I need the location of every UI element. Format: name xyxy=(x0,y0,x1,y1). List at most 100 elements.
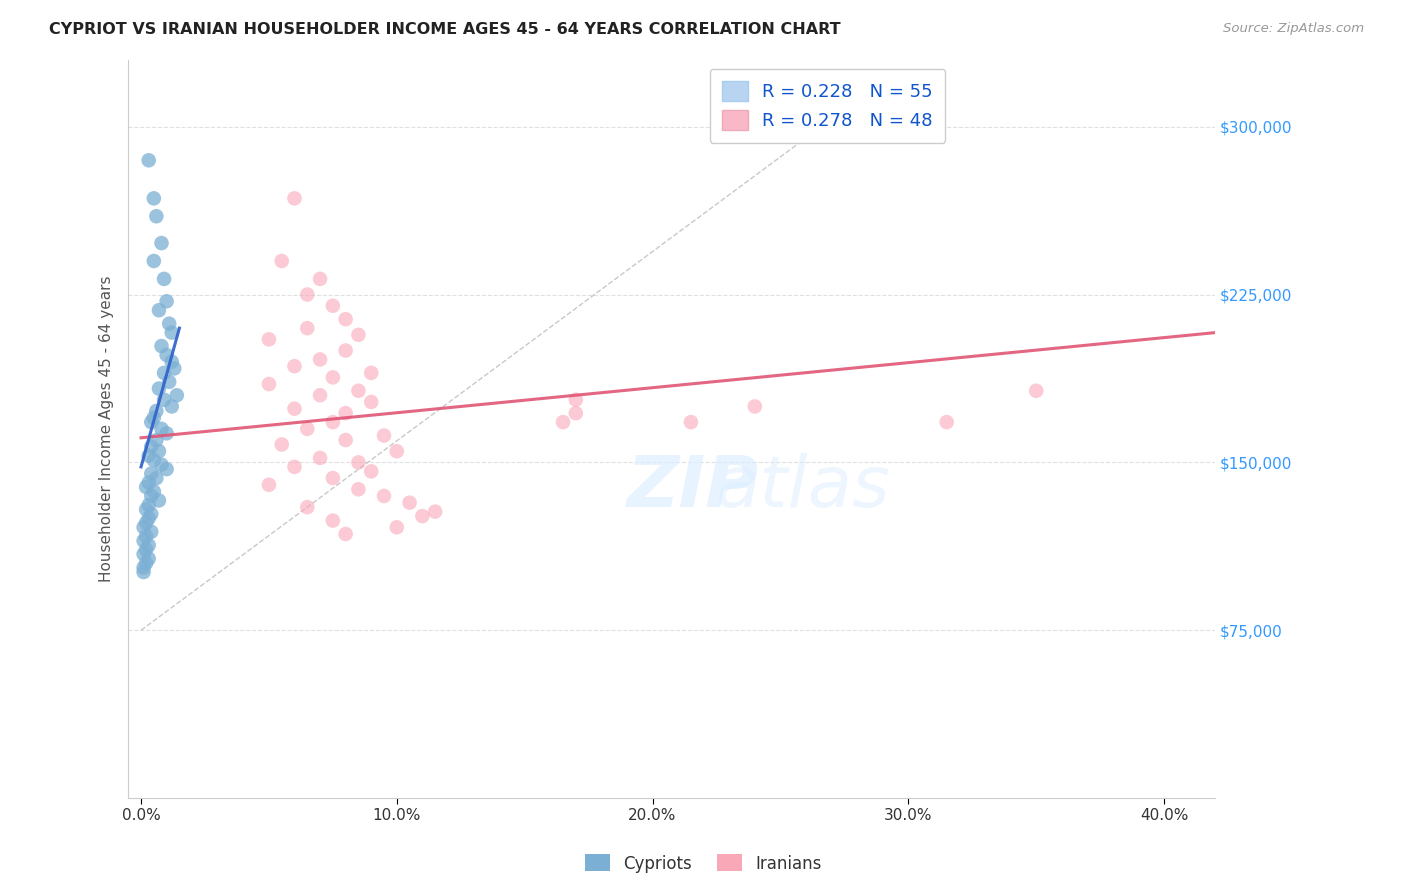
Text: atlas: atlas xyxy=(714,453,890,523)
Point xyxy=(142,453,165,467)
Point xyxy=(347,384,370,398)
Point xyxy=(141,489,163,503)
Point xyxy=(166,388,188,402)
Point xyxy=(142,484,165,499)
Point xyxy=(148,444,170,458)
Text: ZIP: ZIP xyxy=(627,453,759,523)
Text: Source: ZipAtlas.com: Source: ZipAtlas.com xyxy=(1223,22,1364,36)
Point xyxy=(138,498,160,512)
Point xyxy=(373,489,395,503)
Point xyxy=(138,511,160,525)
Point xyxy=(411,509,433,524)
Point xyxy=(283,401,305,416)
Point xyxy=(347,327,370,342)
Point xyxy=(160,400,183,414)
Point xyxy=(132,520,155,534)
Point xyxy=(297,321,319,335)
Point xyxy=(142,191,165,205)
Point xyxy=(153,392,176,407)
Point xyxy=(142,410,165,425)
Point xyxy=(309,272,332,286)
Point xyxy=(283,191,305,205)
Point xyxy=(385,520,408,534)
Point xyxy=(148,303,170,318)
Point xyxy=(283,459,305,474)
Point xyxy=(138,475,160,490)
Point xyxy=(335,527,357,541)
Point xyxy=(551,415,574,429)
Point xyxy=(132,560,155,574)
Point xyxy=(335,343,357,358)
Point xyxy=(322,415,344,429)
Point xyxy=(257,332,280,346)
Point xyxy=(141,415,163,429)
Point xyxy=(145,209,167,223)
Point xyxy=(347,455,370,469)
Point xyxy=(565,406,588,420)
Point xyxy=(322,370,344,384)
Point xyxy=(145,404,167,418)
Point xyxy=(141,507,163,521)
Point xyxy=(132,547,155,561)
Point xyxy=(135,556,157,570)
Point xyxy=(679,415,702,429)
Point xyxy=(150,458,173,472)
Point xyxy=(148,493,170,508)
Point xyxy=(141,467,163,481)
Point xyxy=(156,462,179,476)
Point xyxy=(335,433,357,447)
Point xyxy=(153,366,176,380)
Point xyxy=(135,516,157,530)
Point xyxy=(297,500,319,515)
Point xyxy=(148,382,170,396)
Point xyxy=(138,153,160,168)
Point xyxy=(141,440,163,454)
Point xyxy=(156,294,179,309)
Point xyxy=(135,542,157,557)
Point xyxy=(135,502,157,516)
Point xyxy=(309,450,332,465)
Point xyxy=(153,272,176,286)
Point xyxy=(1025,384,1047,398)
Point xyxy=(335,406,357,420)
Point xyxy=(398,496,420,510)
Point xyxy=(257,477,280,491)
Point xyxy=(132,533,155,548)
Legend: R = 0.228   N = 55, R = 0.278   N = 48: R = 0.228 N = 55, R = 0.278 N = 48 xyxy=(710,69,945,143)
Point xyxy=(283,359,305,374)
Legend: Cypriots, Iranians: Cypriots, Iranians xyxy=(578,847,828,880)
Point xyxy=(360,464,382,478)
Point xyxy=(322,514,344,528)
Point xyxy=(309,352,332,367)
Point xyxy=(135,529,157,543)
Text: CYPRIOT VS IRANIAN HOUSEHOLDER INCOME AGES 45 - 64 YEARS CORRELATION CHART: CYPRIOT VS IRANIAN HOUSEHOLDER INCOME AG… xyxy=(49,22,841,37)
Point xyxy=(565,392,588,407)
Point xyxy=(744,400,766,414)
Point xyxy=(150,236,173,251)
Point xyxy=(141,524,163,539)
Point xyxy=(270,254,292,268)
Point xyxy=(347,482,370,496)
Point xyxy=(157,317,180,331)
Point xyxy=(138,551,160,566)
Point xyxy=(150,339,173,353)
Point xyxy=(270,437,292,451)
Point xyxy=(132,565,155,579)
Point xyxy=(322,299,344,313)
Point xyxy=(145,471,167,485)
Point xyxy=(145,433,167,447)
Point xyxy=(135,480,157,494)
Y-axis label: Householder Income Ages 45 - 64 years: Householder Income Ages 45 - 64 years xyxy=(100,276,114,582)
Point xyxy=(150,422,173,436)
Point xyxy=(160,326,183,340)
Point xyxy=(297,287,319,301)
Point xyxy=(297,422,319,436)
Point xyxy=(138,449,160,463)
Point xyxy=(373,428,395,442)
Point xyxy=(335,312,357,326)
Point xyxy=(425,505,447,519)
Point xyxy=(309,388,332,402)
Point xyxy=(360,366,382,380)
Point xyxy=(157,375,180,389)
Point xyxy=(385,444,408,458)
